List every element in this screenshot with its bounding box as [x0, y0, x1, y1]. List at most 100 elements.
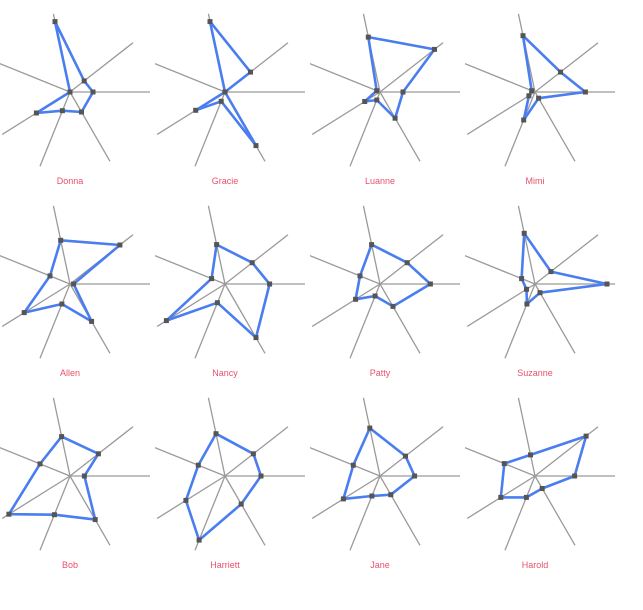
radar-data-point — [526, 93, 532, 99]
radar-data-point — [582, 89, 588, 95]
radar-axis — [465, 62, 536, 93]
radar-data-point — [214, 242, 220, 248]
radar-axis — [534, 42, 599, 93]
radar-series-polygon — [194, 20, 258, 147]
radar-data-point — [267, 281, 273, 287]
radar-data-point — [524, 301, 530, 307]
radar-data-point — [51, 512, 57, 518]
radar-data-point — [367, 425, 373, 431]
radar-data-point — [89, 318, 95, 324]
radar-chart-luanne: Luanne — [310, 0, 470, 190]
radar-data-point — [583, 433, 589, 439]
radar-svg — [310, 13, 460, 167]
radar-chart-allen: Allen — [0, 192, 160, 382]
radar-chart-name-label: Allen — [59, 368, 80, 378]
radar-axis — [194, 91, 226, 167]
radar-data-point — [501, 461, 507, 467]
radar-data-point — [214, 300, 220, 306]
radar-data-point — [59, 108, 65, 114]
radar-axis — [52, 205, 71, 285]
radar-chart-bob: Bob — [0, 384, 160, 574]
radar-svg — [310, 397, 460, 551]
radar-series-polygon — [354, 243, 432, 308]
radar-axis — [534, 234, 599, 285]
radar-data-point — [388, 492, 394, 498]
radar-chart-patty: Patty — [310, 192, 470, 382]
radar-axis — [349, 91, 381, 167]
radar-axis — [379, 283, 421, 354]
radar-axis — [534, 283, 576, 354]
radar-data-point — [253, 143, 259, 149]
radar-data-point — [572, 473, 578, 479]
radar-data-point — [372, 293, 378, 299]
radar-data-point — [58, 237, 64, 243]
radar-data-point — [529, 88, 535, 94]
radar-chart-harold: Harold — [465, 384, 625, 574]
radar-axis — [1, 283, 71, 327]
radar-data-point — [404, 260, 410, 266]
radar-data-point — [427, 281, 433, 287]
radar-chart-name-label: Luanne — [364, 176, 396, 186]
radar-svg — [465, 13, 615, 167]
radar-data-point — [21, 310, 27, 316]
radar-data-point — [81, 78, 87, 84]
radar-axis — [310, 446, 381, 477]
radar-svg — [0, 205, 150, 359]
radar-data-point — [340, 496, 346, 502]
radar-svg — [155, 397, 305, 551]
radar-data-point — [400, 89, 406, 95]
radar-data-point — [59, 301, 65, 307]
radar-axis — [379, 91, 421, 162]
radar-data-point — [37, 461, 43, 467]
radar-data-point — [90, 89, 96, 95]
radar-series-polygon — [35, 20, 95, 115]
radar-data-point — [258, 473, 264, 479]
radar-axis — [0, 62, 71, 93]
radar-data-point — [95, 451, 101, 457]
radar-chart-name-label: Gracie — [211, 176, 239, 186]
radar-chart-nancy: Nancy — [155, 192, 315, 382]
radar-axis — [349, 475, 381, 551]
radar-data-point — [253, 335, 259, 341]
radar-chart-donna: Donna — [0, 0, 160, 190]
radar-axis — [379, 234, 444, 285]
radar-axis — [155, 62, 226, 93]
radar-axis — [224, 426, 289, 477]
radar-axis — [0, 254, 71, 285]
radar-chart-name-label: Suzanne — [517, 368, 553, 378]
radar-data-point — [412, 473, 418, 479]
radar-data-point — [196, 537, 202, 543]
radar-data-point — [374, 97, 380, 103]
radar-data-point — [519, 276, 525, 282]
radar-data-point — [195, 462, 201, 468]
radar-axis — [379, 475, 421, 546]
radar-axis — [310, 254, 381, 285]
radar-svg — [310, 205, 460, 359]
radar-data-point — [71, 281, 77, 287]
radar-data-point — [403, 453, 408, 459]
radar-data-point — [52, 19, 58, 25]
radar-axis — [156, 475, 226, 519]
radar-data-point — [33, 110, 39, 116]
radar-axis — [311, 475, 381, 519]
radar-series-polygon — [520, 231, 609, 306]
radar-axis — [224, 283, 266, 354]
radar-data-point — [604, 281, 610, 287]
radar-axis — [69, 91, 111, 162]
radar-chart-name-label: Harold — [521, 560, 549, 570]
radar-data-point — [537, 290, 543, 296]
radar-chart-name-label: Mimi — [525, 176, 545, 186]
radar-axis — [155, 446, 226, 477]
radar-chart-name-label: Donna — [56, 176, 84, 186]
radar-data-point — [163, 318, 169, 324]
radar-chart-suzanne: Suzanne — [465, 192, 625, 382]
radar-series-polygon — [521, 34, 587, 122]
radar-data-point — [209, 276, 215, 282]
radar-chart-name-label: Patty — [369, 368, 391, 378]
radar-svg — [155, 205, 305, 359]
radar-data-point — [539, 486, 545, 491]
radar-axis — [39, 283, 71, 359]
radar-series-polygon — [22, 238, 122, 323]
radar-data-point — [390, 303, 396, 309]
